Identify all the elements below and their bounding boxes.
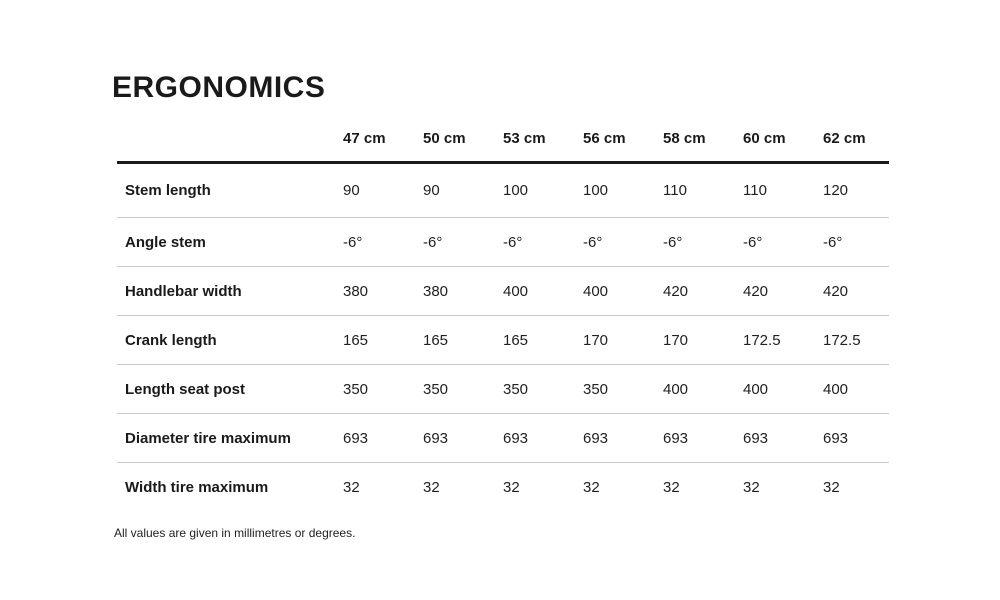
cell-value: -6° xyxy=(335,217,415,267)
cell-value: 120 xyxy=(815,162,889,218)
cell-value: -6° xyxy=(735,217,815,267)
table-row: Stem length 90 90 100 100 110 110 120 xyxy=(117,162,889,218)
row-label-diameter-tire-maximum: Diameter tire maximum xyxy=(117,413,335,463)
cell-value: -6° xyxy=(495,217,575,267)
row-label-angle-stem: Angle stem xyxy=(117,217,335,267)
cell-value: 170 xyxy=(655,315,735,365)
cell-value: 693 xyxy=(655,413,735,463)
table-row: Angle stem -6° -6° -6° -6° -6° -6° -6° xyxy=(117,217,889,267)
cell-value: 400 xyxy=(495,266,575,316)
cell-value: 165 xyxy=(495,315,575,365)
header-size-56: 56 cm xyxy=(575,122,655,164)
cell-value: 693 xyxy=(415,413,495,463)
cell-value: 165 xyxy=(415,315,495,365)
row-label-width-tire-maximum: Width tire maximum xyxy=(125,478,269,496)
cell-value: 380 xyxy=(335,266,415,316)
table-row: Length seat post 350 350 350 350 400 400… xyxy=(117,364,889,414)
table-row: Crank length 165 165 165 170 170 172.5 1… xyxy=(117,315,889,365)
cell-value: 400 xyxy=(655,364,735,414)
header-size-62: 62 cm xyxy=(815,122,889,164)
cell-value: 110 xyxy=(655,162,735,218)
cell-value: 350 xyxy=(415,364,495,414)
row-label-handlebar-width: Handlebar width xyxy=(117,266,335,316)
cell-value: 172.5 xyxy=(735,315,815,365)
table-header-row: 47 cm 50 cm 53 cm 56 cm 58 cm 60 cm 62 c… xyxy=(117,122,889,164)
header-size-60: 60 cm xyxy=(735,122,815,164)
cell-value: 110 xyxy=(735,162,815,218)
header-size-50: 50 cm xyxy=(415,122,495,164)
ergonomics-table: 47 cm 50 cm 53 cm 56 cm 58 cm 60 cm 62 c… xyxy=(117,122,889,511)
cell-value: 350 xyxy=(335,364,415,414)
row-label-length-seat-post: Length seat post xyxy=(117,364,335,414)
cell-value: 32 xyxy=(583,478,600,496)
cell-value: -6° xyxy=(815,217,889,267)
cell-value: 693 xyxy=(335,413,415,463)
cell-value: 172.5 xyxy=(815,315,889,365)
header-empty-cell xyxy=(117,122,335,164)
cell-value: 90 xyxy=(415,162,495,218)
cell-value: -6° xyxy=(655,217,735,267)
cell-value: 420 xyxy=(655,266,735,316)
table-row: Diameter tire maximum 693 693 693 693 69… xyxy=(117,413,889,463)
cell-value: 400 xyxy=(815,364,889,414)
cell-value: 170 xyxy=(575,315,655,365)
ergonomics-table-container: 47 cm 50 cm 53 cm 56 cm 58 cm 60 cm 62 c… xyxy=(117,122,889,511)
cell-value: 400 xyxy=(575,266,655,316)
cell-value: 693 xyxy=(815,413,889,463)
cell-value: 165 xyxy=(335,315,415,365)
cell-value: 100 xyxy=(495,162,575,218)
cell-value: 420 xyxy=(815,266,889,316)
cell-value: 90 xyxy=(335,162,415,218)
cell-value: 32 xyxy=(503,478,520,496)
cell-value: 400 xyxy=(735,364,815,414)
header-size-58: 58 cm xyxy=(655,122,735,164)
cell-value: 380 xyxy=(415,266,495,316)
cell-value: 32 xyxy=(743,478,760,496)
cell-value: 350 xyxy=(495,364,575,414)
page-title: ERGONOMICS xyxy=(112,71,326,105)
cell-value: 693 xyxy=(575,413,655,463)
table-row: Width tire maximum 32 32 32 32 32 32 32 xyxy=(117,463,889,512)
cell-value: 693 xyxy=(495,413,575,463)
cell-value: 32 xyxy=(663,478,680,496)
units-footnote: All values are given in millimetres or d… xyxy=(114,526,356,540)
cell-value: 693 xyxy=(735,413,815,463)
row-label-crank-length: Crank length xyxy=(117,315,335,365)
cell-value: 350 xyxy=(575,364,655,414)
cell-value: 32 xyxy=(343,478,360,496)
cell-value: -6° xyxy=(575,217,655,267)
cell-value: 32 xyxy=(823,478,840,496)
cell-value: -6° xyxy=(415,217,495,267)
cell-value: 420 xyxy=(735,266,815,316)
cell-value: 32 xyxy=(423,478,440,496)
header-size-47: 47 cm xyxy=(335,122,415,164)
row-label-stem-length: Stem length xyxy=(117,162,335,218)
header-size-53: 53 cm xyxy=(495,122,575,164)
table-row: Handlebar width 380 380 400 400 420 420 … xyxy=(117,266,889,316)
cell-value: 100 xyxy=(575,162,655,218)
